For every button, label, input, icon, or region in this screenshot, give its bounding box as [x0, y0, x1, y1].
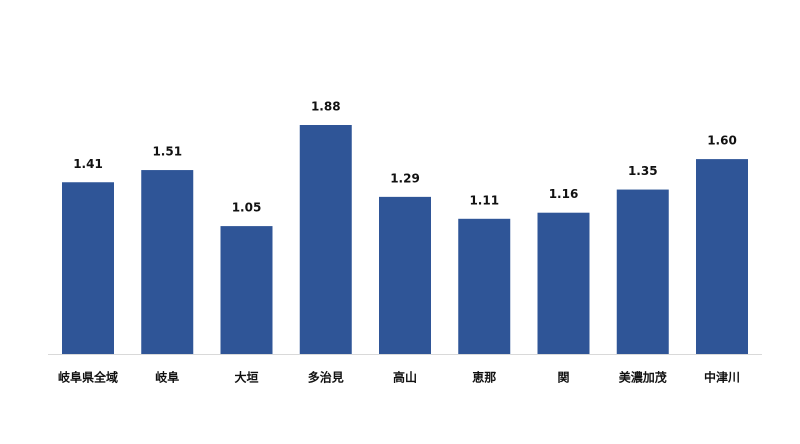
value-label: 1.41: [73, 157, 103, 171]
x-tick-label: 美濃加茂: [619, 370, 667, 385]
x-tick-label: 恵那: [472, 370, 496, 385]
value-label: 1.88: [311, 100, 341, 114]
bar: [616, 189, 669, 354]
bar: [220, 226, 273, 354]
value-label: 1.51: [152, 145, 182, 159]
value-label: 1.11: [469, 193, 499, 207]
x-tick-label: 岐阜県全域: [58, 370, 118, 385]
value-label: 1.60: [707, 134, 737, 148]
value-label: 1.05: [232, 201, 262, 215]
value-label: 1.16: [549, 187, 579, 201]
bar: [537, 212, 590, 354]
value-label: 1.29: [390, 171, 420, 185]
x-tick-label: 高山: [393, 370, 417, 385]
bar: [299, 125, 352, 354]
bar: [379, 196, 431, 354]
bar: [458, 218, 511, 354]
bar: [141, 170, 194, 354]
x-tick-label: 多治見: [308, 370, 344, 385]
value-label: 1.35: [628, 164, 658, 178]
bar: [62, 182, 114, 354]
x-tick-label: 大垣: [234, 370, 258, 385]
x-tick-label: 中津川: [704, 370, 740, 385]
bar: [696, 159, 748, 354]
x-tick-label: 岐阜: [155, 370, 179, 385]
x-tick-label: 関: [557, 371, 569, 385]
